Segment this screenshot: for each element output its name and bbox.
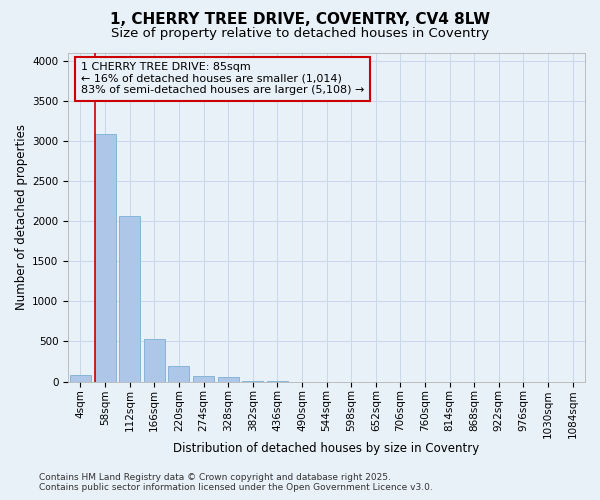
X-axis label: Distribution of detached houses by size in Coventry: Distribution of detached houses by size … bbox=[173, 442, 479, 455]
Text: 1, CHERRY TREE DRIVE, COVENTRY, CV4 8LW: 1, CHERRY TREE DRIVE, COVENTRY, CV4 8LW bbox=[110, 12, 490, 28]
Bar bbox=[193, 376, 214, 382]
Y-axis label: Number of detached properties: Number of detached properties bbox=[15, 124, 28, 310]
Text: Size of property relative to detached houses in Coventry: Size of property relative to detached ho… bbox=[111, 28, 489, 40]
Text: 1 CHERRY TREE DRIVE: 85sqm
← 16% of detached houses are smaller (1,014)
83% of s: 1 CHERRY TREE DRIVE: 85sqm ← 16% of deta… bbox=[81, 62, 364, 96]
Text: Contains HM Land Registry data © Crown copyright and database right 2025.
Contai: Contains HM Land Registry data © Crown c… bbox=[39, 473, 433, 492]
Bar bbox=[95, 134, 116, 382]
Bar bbox=[267, 381, 288, 382]
Bar bbox=[144, 338, 165, 382]
Bar bbox=[218, 377, 239, 382]
Bar bbox=[70, 375, 91, 382]
Bar bbox=[169, 366, 190, 382]
Bar bbox=[242, 381, 263, 382]
Bar bbox=[119, 216, 140, 382]
